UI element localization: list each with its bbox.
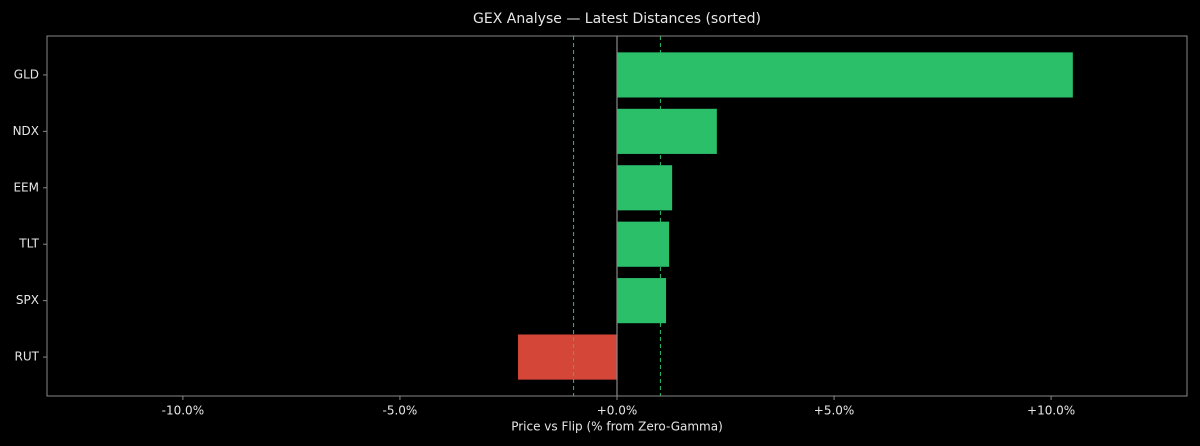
x-axis-label: Price vs Flip (% from Zero-Gamma) (511, 420, 723, 434)
bar (617, 278, 667, 324)
y-tick-label: SPX (16, 293, 39, 307)
bar (617, 52, 1073, 98)
bar (617, 108, 717, 154)
x-tick-label: +10.0% (1027, 404, 1075, 418)
x-tick-label: -5.0% (383, 404, 418, 418)
y-tick-label: TLT (18, 237, 39, 251)
x-tick-label: -10.0% (162, 404, 204, 418)
bar (617, 221, 670, 267)
bar (617, 165, 673, 211)
x-tick-label: +0.0% (597, 404, 638, 418)
y-tick-label: NDX (13, 124, 39, 138)
y-tick-label: EEM (13, 180, 39, 194)
bar (518, 334, 617, 380)
y-tick-label: GLD (14, 67, 39, 81)
y-tick-label: RUT (15, 350, 40, 364)
plot-frame (46, 35, 1188, 397)
x-tick-label: +5.0% (814, 404, 855, 418)
chart-title: GEX Analyse — Latest Distances (sorted) (473, 11, 761, 27)
